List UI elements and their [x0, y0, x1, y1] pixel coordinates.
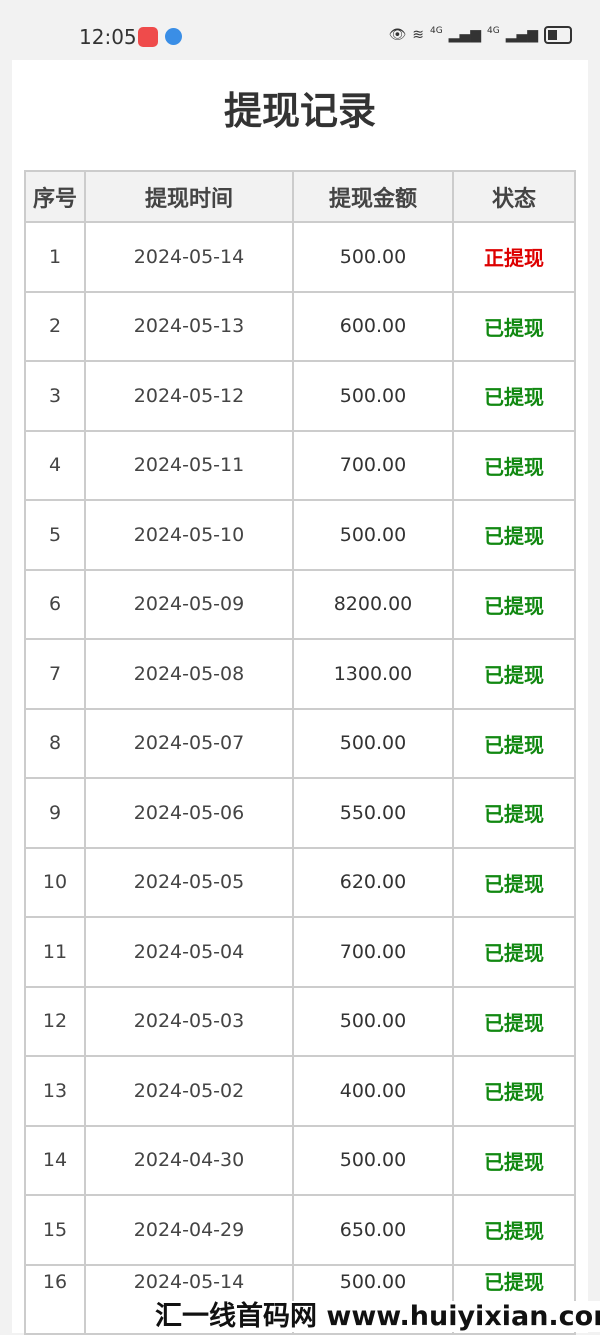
row-amount: 500.00	[292, 985, 454, 1057]
row-date: 2024-05-08	[84, 638, 294, 710]
network-type-1: 4G	[429, 26, 443, 36]
row-date: 2024-05-07	[84, 707, 294, 779]
header-amount: 提现金额	[292, 170, 454, 223]
table-row: 15 2024-04-29 650.00 已提现	[24, 1194, 576, 1266]
signal-icon: ▂▄▆	[448, 27, 481, 43]
signal-icon-2: ▂▄▆	[505, 27, 538, 43]
row-amount: 8200.00	[292, 568, 454, 640]
row-number: 15	[24, 1194, 86, 1266]
row-amount: 500.00	[292, 1124, 454, 1196]
status-bar: 12:05 👁 ≋ 4G ▂▄▆ 4G ▂▄▆	[0, 0, 600, 60]
row-date: 2024-05-13	[84, 290, 294, 362]
withdrawal-table: 序号 提现时间 提现金额 状态 1 2024-05-14 500.00 正提现 2 202…	[24, 170, 576, 1335]
app-notification-icon	[138, 27, 158, 47]
row-amount: 600.00	[292, 290, 454, 362]
row-status: 已提现	[452, 1124, 576, 1196]
table-row: 2 2024-05-13 600.00 已提现	[24, 290, 576, 362]
row-date: 2024-05-04	[84, 916, 294, 988]
row-status: 已提现	[452, 916, 576, 988]
browser-notification-icon	[165, 28, 182, 45]
row-status: 已提现	[452, 707, 576, 779]
row-number: 5	[24, 499, 86, 571]
row-number: 6	[24, 568, 86, 640]
table-row: 14 2024-04-30 500.00 已提现	[24, 1124, 576, 1196]
row-status: 已提现	[452, 846, 576, 918]
row-date: 2024-05-12	[84, 360, 294, 432]
row-number: 3	[24, 360, 86, 432]
battery-icon	[544, 26, 572, 44]
clock: 12:05	[79, 25, 137, 49]
row-status: 已提现	[452, 499, 576, 571]
row-amount: 400.00	[292, 1055, 454, 1127]
row-status: 已提现	[452, 1194, 576, 1266]
table-row: 12 2024-05-03 500.00 已提现	[24, 985, 576, 1057]
row-number: 4	[24, 429, 86, 501]
row-number: 14	[24, 1124, 86, 1196]
table-row: 4 2024-05-11 700.00 已提现	[24, 429, 576, 501]
row-amount: 620.00	[292, 846, 454, 918]
table-row: 9 2024-05-06 550.00 已提现	[24, 777, 576, 849]
table-row: 3 2024-05-12 500.00 已提现	[24, 360, 576, 432]
header-status: 状态	[452, 170, 576, 223]
row-amount: 500.00	[292, 221, 454, 293]
row-date: 2024-04-29	[84, 1194, 294, 1266]
row-status: 已提现	[452, 985, 576, 1057]
table-row: 13 2024-05-02 400.00 已提现	[24, 1055, 576, 1127]
eye-icon: 👁	[388, 27, 407, 43]
row-status: 已提现	[452, 1055, 576, 1127]
row-status: 已提现	[452, 638, 576, 710]
row-number: 8	[24, 707, 86, 779]
row-date: 2024-04-30	[84, 1124, 294, 1196]
row-date: 2024-05-02	[84, 1055, 294, 1127]
table-row: 5 2024-05-10 500.00 已提现	[24, 499, 576, 571]
table-row: 6 2024-05-09 8200.00 已提现	[24, 568, 576, 640]
row-amount: 500.00	[292, 360, 454, 432]
row-status: 已提现	[452, 777, 576, 849]
row-date: 2024-05-14	[84, 221, 294, 293]
row-number: 2	[24, 290, 86, 362]
row-number: 16	[24, 1263, 86, 1335]
watermark: 汇一线首码网 www.huiyixian.com	[155, 1301, 600, 1332]
row-status: 已提现	[452, 360, 576, 432]
table-row: 8 2024-05-07 500.00 已提现	[24, 707, 576, 779]
row-status: 已提现	[452, 429, 576, 501]
row-number: 11	[24, 916, 86, 988]
row-date: 2024-05-06	[84, 777, 294, 849]
table-row: 11 2024-05-04 700.00 已提现	[24, 916, 576, 988]
network-type-2: 4G	[486, 26, 500, 36]
row-status: 正提现	[452, 221, 576, 293]
row-status: 已提现	[452, 290, 576, 362]
row-number: 9	[24, 777, 86, 849]
row-status: 已提现	[452, 568, 576, 640]
header-date: 提现时间	[84, 170, 294, 223]
row-amount: 500.00	[292, 499, 454, 571]
page-title: 提现记录	[223, 89, 376, 133]
row-amount: 700.00	[292, 429, 454, 501]
table-row: 7 2024-05-08 1300.00 已提现	[24, 638, 576, 710]
row-date: 2024-05-05	[84, 846, 294, 918]
table-row: 16 2024-05-14 500.00 已提现	[24, 1263, 576, 1335]
table-row: 10 2024-05-05 620.00 已提现	[24, 846, 576, 918]
table-row: 1 2024-05-14 500.00 正提现	[24, 221, 576, 293]
row-amount: 550.00	[292, 777, 454, 849]
row-number: 12	[24, 985, 86, 1057]
row-number: 13	[24, 1055, 86, 1127]
row-date: 2024-05-11	[84, 429, 294, 501]
wifi-icon: ≋	[412, 27, 424, 43]
row-amount: 700.00	[292, 916, 454, 988]
row-number: 7	[24, 638, 86, 710]
row-number: 1	[24, 221, 86, 293]
row-number: 10	[24, 846, 86, 918]
row-date: 2024-05-09	[84, 568, 294, 640]
row-amount: 650.00	[292, 1194, 454, 1266]
row-amount: 500.00	[292, 707, 454, 779]
row-date: 2024-05-10	[84, 499, 294, 571]
row-amount: 1300.00	[292, 638, 454, 710]
header-no: 序号	[24, 170, 86, 223]
row-date: 2024-05-03	[84, 985, 294, 1057]
